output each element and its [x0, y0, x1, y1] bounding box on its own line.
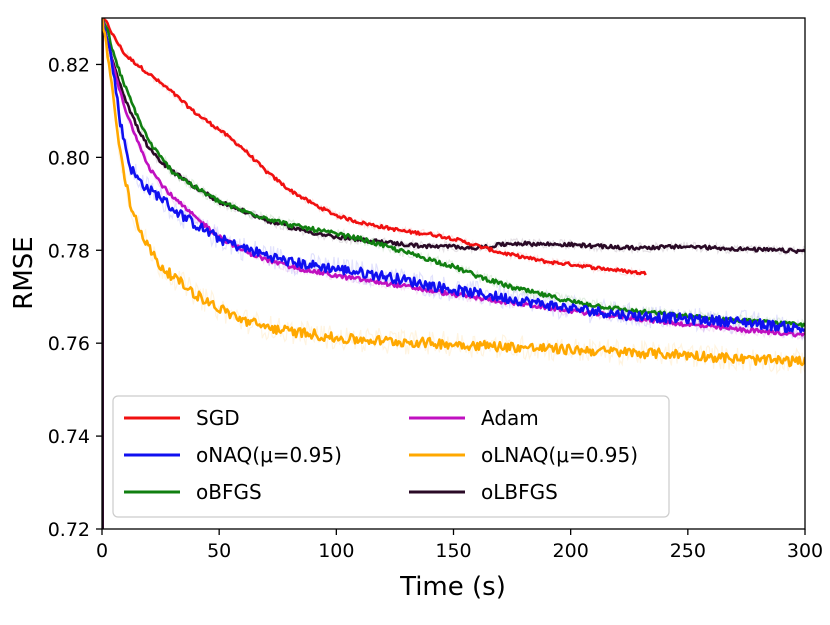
- series-band-obfgs: [102, 18, 805, 330]
- series-line-adam: [102, 18, 805, 338]
- legend-box: [112, 395, 670, 518]
- x-tick-label: 250: [670, 540, 706, 562]
- y-axis-title: RMSE: [9, 236, 39, 309]
- y-tick-label: 0.82: [48, 54, 90, 76]
- x-axis-ticks: 0 50 100 150 200 250 300: [96, 529, 823, 562]
- legend-label-olbfgs: oLBFGS: [481, 480, 558, 504]
- series-line-sgd: [102, 18, 647, 276]
- series-lines: [102, 18, 805, 529]
- series-line-olnaq-0-95: [102, 18, 805, 368]
- series-line-obfgs: [102, 18, 805, 329]
- legend-label-adam: Adam: [481, 406, 539, 430]
- legend-label-sgd: SGD: [196, 406, 240, 430]
- y-tick-label: 0.76: [48, 333, 90, 355]
- y-tick-label: 0.72: [48, 519, 90, 541]
- series-line-olbfgs: [102, 18, 805, 254]
- x-tick-label: 50: [207, 540, 231, 562]
- x-axis-title: Time (s): [399, 572, 506, 602]
- x-tick-label: 0: [96, 540, 108, 562]
- legend-label-obfgs: oBFGS: [196, 480, 262, 504]
- legend: SGD oNAQ(μ=0.95) oBFGS Adam oLNAQ(μ=0.95) oLB…: [112, 395, 670, 518]
- y-tick-label: 0.80: [48, 147, 90, 169]
- series-line-onaq-0-95: [102, 21, 805, 334]
- legend-label-olnaq-0-95: oLNAQ(μ=0.95): [481, 443, 638, 467]
- x-tick-label: 150: [435, 540, 471, 562]
- x-tick-label: 300: [787, 540, 823, 562]
- y-tick-label: 0.74: [48, 426, 90, 448]
- series-band-olbfgs: [102, 18, 805, 256]
- series-band-sgd: [102, 18, 647, 278]
- x-tick-label: 100: [318, 540, 354, 562]
- y-tick-label: 0.78: [48, 240, 90, 262]
- x-tick-label: 200: [553, 540, 589, 562]
- legend-label-onaq-0-95: oNAQ(μ=0.95): [196, 443, 342, 467]
- y-axis-ticks: 0.72 0.74 0.76 0.78 0.80 0.82: [48, 54, 102, 541]
